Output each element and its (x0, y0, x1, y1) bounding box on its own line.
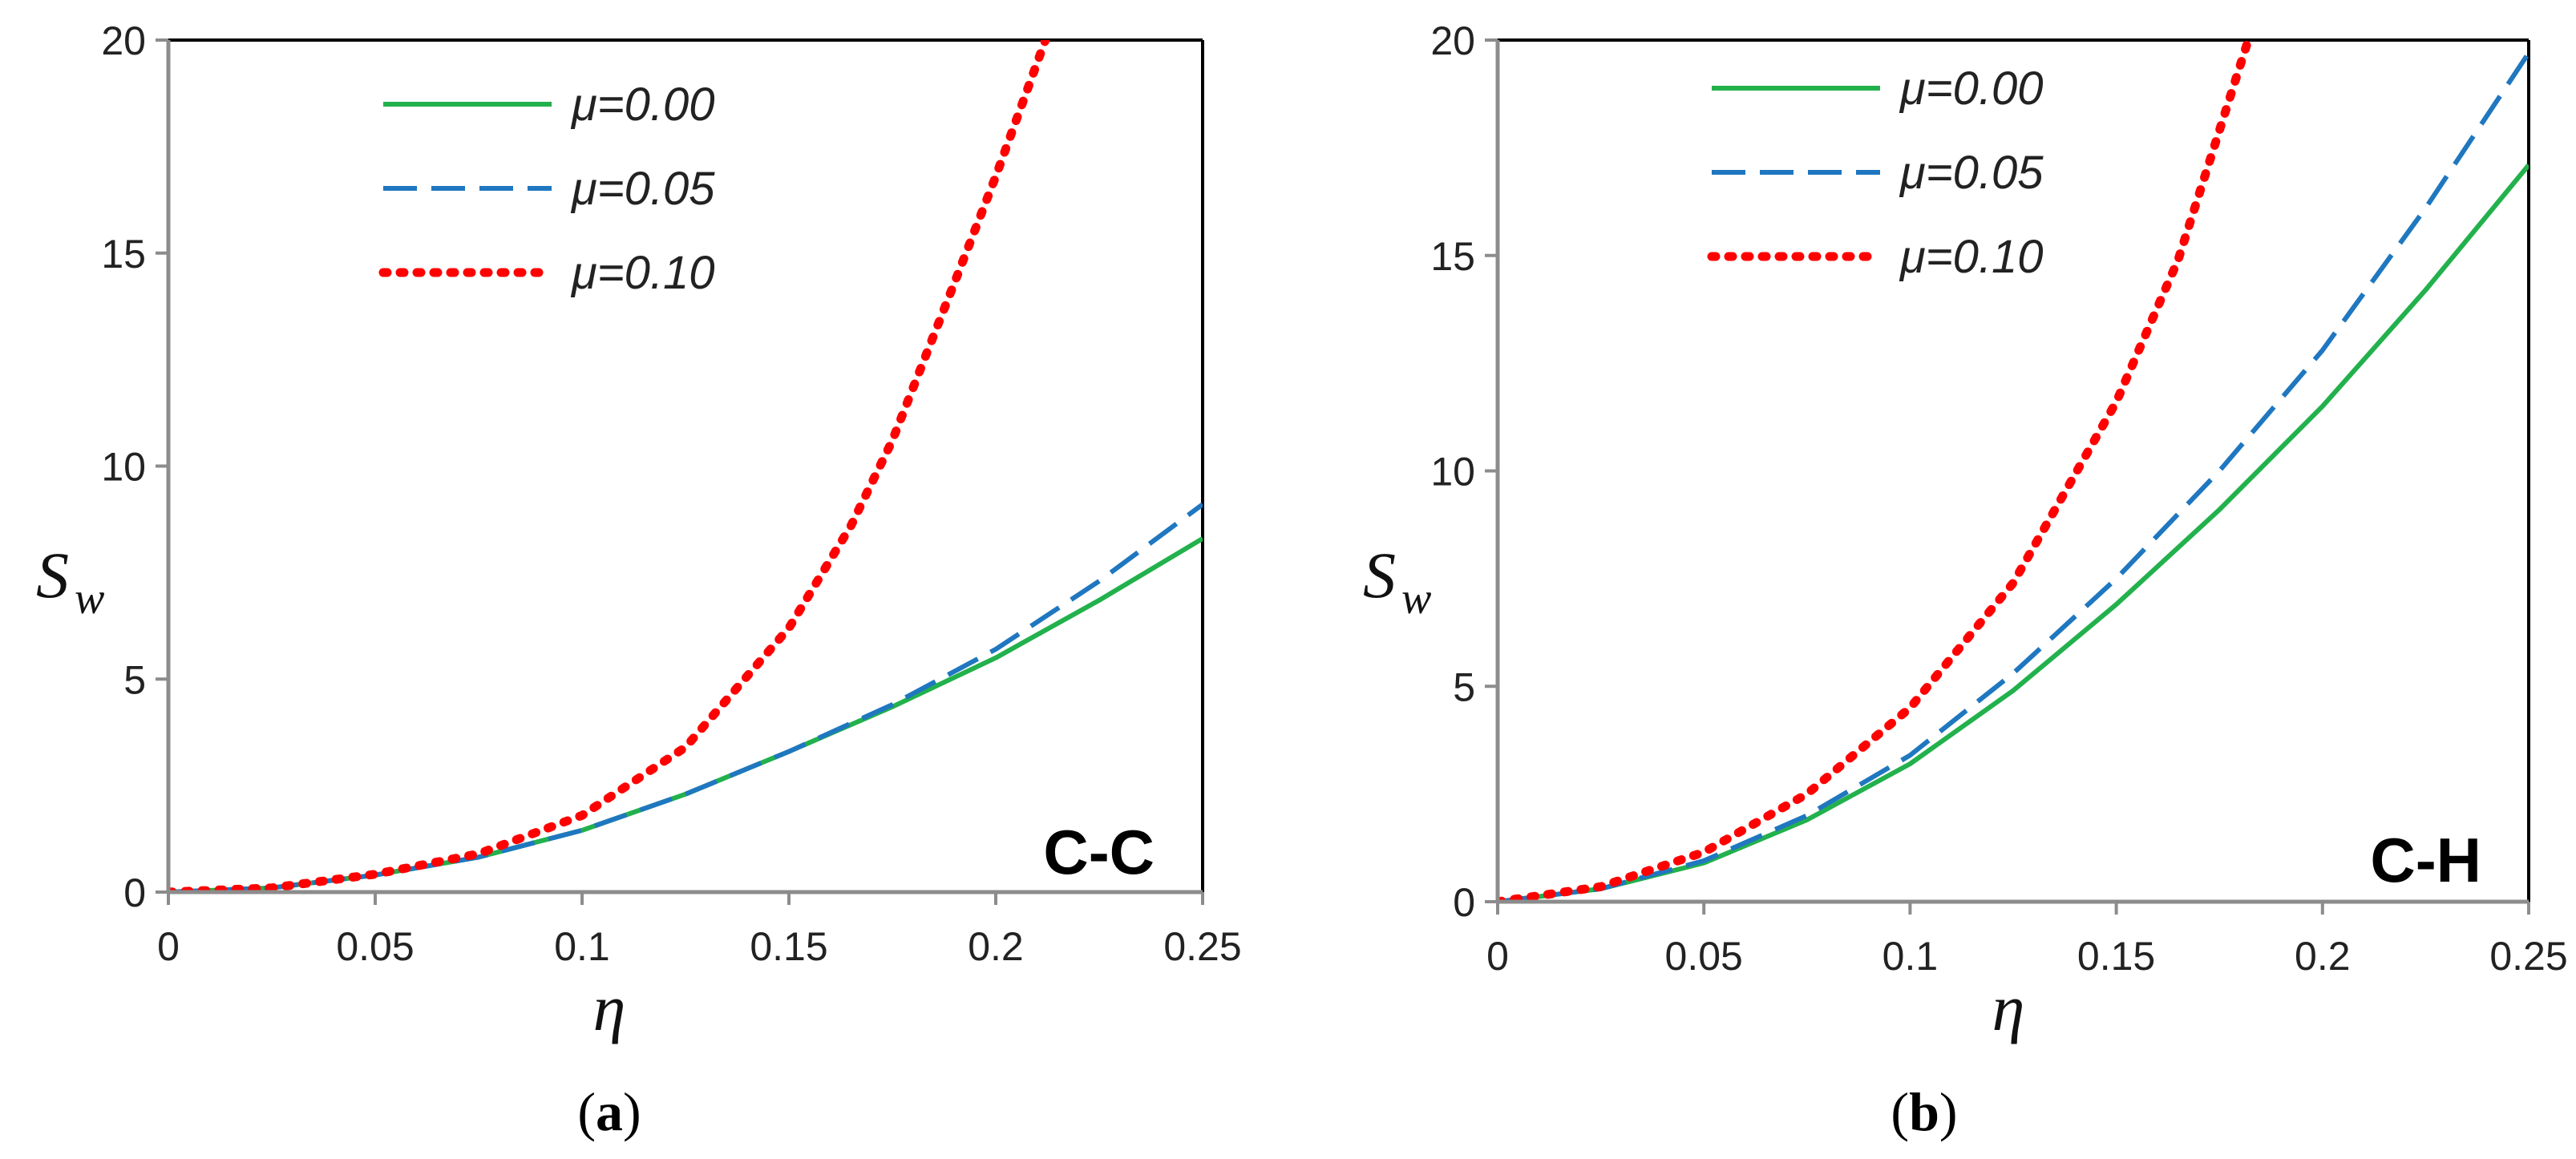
x-tick-label: 0 (157, 924, 180, 969)
x-tick-label: 0.2 (968, 924, 1024, 969)
series-line-dotted (168, 40, 1050, 892)
x-tick-label: 0.1 (554, 924, 610, 969)
x-tick-label: 0.15 (750, 924, 827, 969)
legend-label: μ=0.00 (1899, 63, 2044, 115)
y-tick-label: 15 (101, 232, 146, 277)
x-axis-label: η (593, 971, 626, 1044)
y-tick-label: 5 (1453, 664, 1475, 709)
x-tick-label: 0.2 (2295, 934, 2351, 979)
legend-label: μ=0.10 (1899, 231, 2044, 283)
x-tick-label: 0.05 (336, 924, 414, 969)
y-axis-label: S (36, 539, 69, 612)
panel-label: C-C (1043, 817, 1155, 887)
x-tick-label: 0 (1486, 934, 1509, 979)
x-tick-label: 0.05 (1665, 934, 1743, 979)
legend-label: μ=0.10 (570, 247, 715, 299)
y-tick-label: 5 (123, 657, 146, 702)
legend-label: μ=0.05 (1899, 147, 2044, 199)
y-axis-label: S (1363, 539, 1396, 612)
x-tick-label: 0.15 (2077, 934, 2155, 979)
y-tick-label: 10 (101, 445, 146, 490)
x-tick-label: 0.1 (1882, 934, 1939, 979)
x-tick-label: 0.25 (2489, 934, 2567, 979)
y-axis-label-subscript: w (75, 574, 104, 624)
legend: μ=0.00 μ=0.05 μ=0.10 (1707, 63, 2044, 283)
y-tick-label: 15 (1430, 234, 1475, 279)
panel-caption: (a) (577, 1081, 641, 1142)
series-line-dashed (1498, 51, 2529, 902)
legend: μ=0.00 μ=0.05 μ=0.10 (378, 79, 715, 299)
y-tick-label: 0 (123, 870, 146, 915)
y-axis-label-subscript: w (1401, 574, 1431, 624)
panel-caption: (b) (1891, 1081, 1957, 1142)
series-line-dotted (1498, 40, 2253, 902)
y-tick-label: 20 (1430, 18, 1475, 63)
y-tick-label: 10 (1430, 450, 1475, 495)
legend-label: μ=0.05 (570, 163, 715, 215)
y-tick-label: 0 (1453, 880, 1475, 925)
panel-label: C-H (2370, 825, 2481, 895)
x-axis-label: η (1992, 971, 2025, 1044)
y-tick-label: 20 (101, 18, 146, 63)
x-tick-label: 0.25 (1163, 924, 1241, 969)
legend-label: μ=0.00 (570, 79, 715, 131)
